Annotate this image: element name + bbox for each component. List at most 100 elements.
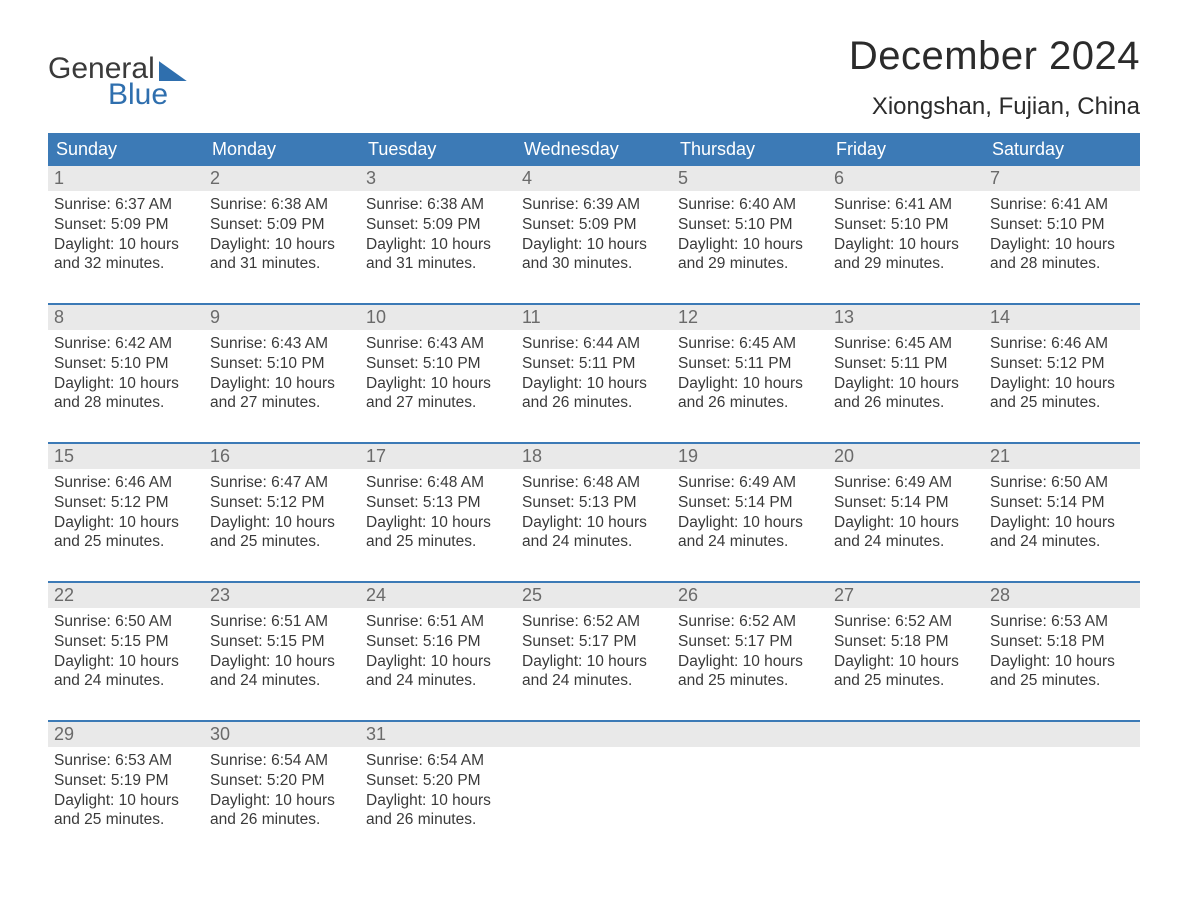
sunrise: Sunrise: 6:44 AM <box>522 334 666 354</box>
daylight-line1: Daylight: 10 hours <box>834 513 978 533</box>
day-cell: Sunrise: 6:46 AMSunset: 5:12 PMDaylight:… <box>984 330 1140 428</box>
day-number: 8 <box>48 305 204 330</box>
day-cell: Sunrise: 6:48 AMSunset: 5:13 PMDaylight:… <box>516 469 672 567</box>
sunrise: Sunrise: 6:49 AM <box>678 473 822 493</box>
week-row: 15161718192021Sunrise: 6:46 AMSunset: 5:… <box>48 442 1140 567</box>
daylight-line2: and 26 minutes. <box>834 393 978 413</box>
daylight-line1: Daylight: 10 hours <box>834 652 978 672</box>
day-cell: Sunrise: 6:51 AMSunset: 5:16 PMDaylight:… <box>360 608 516 706</box>
day-number <box>672 722 828 747</box>
day-cell: Sunrise: 6:38 AMSunset: 5:09 PMDaylight:… <box>360 191 516 289</box>
daylight-line2: and 25 minutes. <box>990 671 1134 691</box>
day-number: 11 <box>516 305 672 330</box>
sunrise: Sunrise: 6:48 AM <box>366 473 510 493</box>
sunset: Sunset: 5:10 PM <box>834 215 978 235</box>
sunset: Sunset: 5:15 PM <box>210 632 354 652</box>
daylight-line2: and 30 minutes. <box>522 254 666 274</box>
day-cell: Sunrise: 6:42 AMSunset: 5:10 PMDaylight:… <box>48 330 204 428</box>
header: General Blue December 2024 Xiongshan, Fu… <box>48 34 1140 121</box>
day-cell: Sunrise: 6:50 AMSunset: 5:15 PMDaylight:… <box>48 608 204 706</box>
sunset: Sunset: 5:12 PM <box>210 493 354 513</box>
sunrise: Sunrise: 6:38 AM <box>366 195 510 215</box>
sunset: Sunset: 5:17 PM <box>678 632 822 652</box>
sunrise: Sunrise: 6:41 AM <box>834 195 978 215</box>
day-number: 25 <box>516 583 672 608</box>
sunset: Sunset: 5:18 PM <box>990 632 1134 652</box>
sunset: Sunset: 5:14 PM <box>990 493 1134 513</box>
sunset: Sunset: 5:09 PM <box>54 215 198 235</box>
day-number: 27 <box>828 583 984 608</box>
day-number: 18 <box>516 444 672 469</box>
sunrise: Sunrise: 6:48 AM <box>522 473 666 493</box>
daylight-line2: and 26 minutes. <box>366 810 510 830</box>
sunset: Sunset: 5:12 PM <box>54 493 198 513</box>
daylight-line1: Daylight: 10 hours <box>366 791 510 811</box>
day-cell: Sunrise: 6:41 AMSunset: 5:10 PMDaylight:… <box>984 191 1140 289</box>
daylight-line2: and 25 minutes. <box>54 810 198 830</box>
sunset: Sunset: 5:10 PM <box>366 354 510 374</box>
daylight-line1: Daylight: 10 hours <box>366 374 510 394</box>
sunset: Sunset: 5:19 PM <box>54 771 198 791</box>
daylight-line2: and 31 minutes. <box>210 254 354 274</box>
day-number: 21 <box>984 444 1140 469</box>
daylight-line1: Daylight: 10 hours <box>990 235 1134 255</box>
day-cell: Sunrise: 6:48 AMSunset: 5:13 PMDaylight:… <box>360 469 516 567</box>
daylight-line1: Daylight: 10 hours <box>366 513 510 533</box>
day-number: 12 <box>672 305 828 330</box>
day-number: 6 <box>828 166 984 191</box>
sunset: Sunset: 5:13 PM <box>522 493 666 513</box>
daylight-line2: and 27 minutes. <box>366 393 510 413</box>
sunrise: Sunrise: 6:50 AM <box>54 612 198 632</box>
dow-fri: Friday <box>828 133 984 166</box>
sunset: Sunset: 5:10 PM <box>210 354 354 374</box>
dow-mon: Monday <box>204 133 360 166</box>
day-number: 4 <box>516 166 672 191</box>
day-cell: Sunrise: 6:47 AMSunset: 5:12 PMDaylight:… <box>204 469 360 567</box>
daylight-line1: Daylight: 10 hours <box>678 374 822 394</box>
dow-thu: Thursday <box>672 133 828 166</box>
sunrise: Sunrise: 6:38 AM <box>210 195 354 215</box>
daylight-line1: Daylight: 10 hours <box>54 652 198 672</box>
day-cell: Sunrise: 6:43 AMSunset: 5:10 PMDaylight:… <box>204 330 360 428</box>
daylight-line1: Daylight: 10 hours <box>54 513 198 533</box>
daylight-line1: Daylight: 10 hours <box>990 513 1134 533</box>
dow-sun: Sunday <box>48 133 204 166</box>
sunrise: Sunrise: 6:41 AM <box>990 195 1134 215</box>
day-number: 13 <box>828 305 984 330</box>
sunrise: Sunrise: 6:40 AM <box>678 195 822 215</box>
day-number-row: 891011121314 <box>48 305 1140 330</box>
day-number-row: 293031 <box>48 722 1140 747</box>
dow-sat: Saturday <box>984 133 1140 166</box>
sunrise: Sunrise: 6:43 AM <box>210 334 354 354</box>
daylight-line1: Daylight: 10 hours <box>678 235 822 255</box>
sunset: Sunset: 5:10 PM <box>54 354 198 374</box>
daylight-line2: and 32 minutes. <box>54 254 198 274</box>
day-number: 26 <box>672 583 828 608</box>
day-number: 16 <box>204 444 360 469</box>
daylight-line1: Daylight: 10 hours <box>366 235 510 255</box>
daylight-line2: and 28 minutes. <box>990 254 1134 274</box>
daylight-line1: Daylight: 10 hours <box>522 513 666 533</box>
sunset: Sunset: 5:09 PM <box>522 215 666 235</box>
sunset: Sunset: 5:10 PM <box>678 215 822 235</box>
daylight-line2: and 27 minutes. <box>210 393 354 413</box>
day-cell: Sunrise: 6:49 AMSunset: 5:14 PMDaylight:… <box>828 469 984 567</box>
day-cell: Sunrise: 6:44 AMSunset: 5:11 PMDaylight:… <box>516 330 672 428</box>
daylight-line1: Daylight: 10 hours <box>54 235 198 255</box>
sunrise: Sunrise: 6:52 AM <box>678 612 822 632</box>
day-number-row: 1234567 <box>48 166 1140 191</box>
sunrise: Sunrise: 6:54 AM <box>210 751 354 771</box>
sunrise: Sunrise: 6:37 AM <box>54 195 198 215</box>
daylight-line2: and 24 minutes. <box>522 671 666 691</box>
day-number: 2 <box>204 166 360 191</box>
sunrise: Sunrise: 6:53 AM <box>54 751 198 771</box>
day-cell: Sunrise: 6:39 AMSunset: 5:09 PMDaylight:… <box>516 191 672 289</box>
day-cell <box>672 747 828 845</box>
week-row: 293031 Sunrise: 6:53 AMSunset: 5:19 PM Day… <box>48 720 1140 845</box>
day-cell: Sunrise: 6:40 AMSunset: 5:10 PMDaylight:… <box>672 191 828 289</box>
daylight-line1: Daylight: 10 hours <box>678 652 822 672</box>
day-number: 24 <box>360 583 516 608</box>
day-number <box>516 722 672 747</box>
day-cell: Sunrise: 6:52 AMSunset: 5:17 PMDaylight:… <box>672 608 828 706</box>
daylight-line1: Daylight: 10 hours <box>990 652 1134 672</box>
